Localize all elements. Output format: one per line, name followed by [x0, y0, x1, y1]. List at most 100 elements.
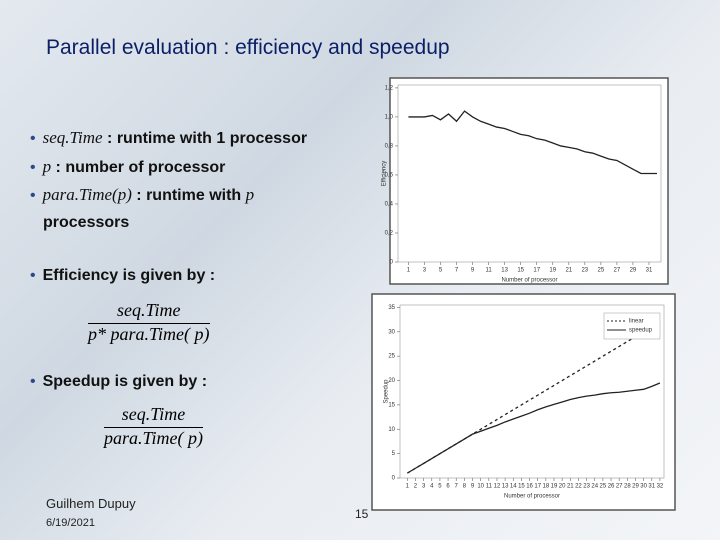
y-axis-label: Speedup	[384, 379, 390, 404]
text: Efficiency is given by :	[42, 267, 216, 284]
slide-title: Parallel evaluation : efficiency and spe…	[46, 36, 450, 59]
x-tick-label: 8	[463, 484, 467, 490]
math: seq.Time	[42, 128, 103, 147]
y-tick-label: 5	[392, 451, 396, 457]
denominator: p* para.Time( p)	[88, 324, 210, 344]
x-tick-label: 14	[510, 484, 517, 490]
math: p	[245, 185, 255, 204]
x-axis-label: Number of processor	[504, 494, 560, 500]
denominator: para.Time( p)	[104, 428, 203, 448]
y-axis-label: Efficiency	[382, 161, 388, 187]
bullet: p : number of processor	[30, 153, 226, 181]
data-line	[408, 110, 657, 175]
formula: seq.Time para.Time( p)	[104, 404, 203, 449]
x-tick-label: 13	[501, 268, 508, 274]
x-tick-label: 10	[477, 484, 484, 490]
text: : runtime with 1 processor	[102, 130, 308, 147]
x-tick-label: 7	[455, 484, 459, 490]
x-tick-label: 3	[423, 268, 427, 274]
x-tick-label: 5	[439, 268, 443, 274]
x-tick-label: 31	[646, 268, 653, 274]
date: 6/19/2021	[46, 517, 95, 529]
x-tick-label: 24	[591, 484, 598, 490]
legend-label: speedup	[629, 328, 653, 334]
y-tick-label: 0,8	[385, 144, 394, 150]
x-tick-label: 16	[526, 484, 533, 490]
y-tick-label: 0	[390, 260, 394, 266]
y-tick-label: 20	[388, 378, 395, 384]
y-tick-label: 1,0	[385, 114, 394, 120]
x-axis-label: Number of processor	[501, 278, 557, 284]
x-tick-label: 9	[471, 268, 475, 274]
x-tick-label: 28	[624, 484, 631, 490]
x-tick-label: 13	[502, 484, 509, 490]
x-tick-label: 7	[455, 268, 459, 274]
x-tick-label: 15	[517, 268, 524, 274]
y-tick-label: 0,2	[385, 231, 394, 237]
legend-box	[603, 312, 661, 340]
bullet: seq.Time : runtime with 1 processor	[30, 124, 307, 152]
formula: seq.Time p* para.Time( p)	[88, 300, 210, 345]
x-tick-label: 17	[533, 268, 540, 274]
text: : number of processor	[51, 159, 226, 176]
x-tick-label: 26	[608, 484, 615, 490]
numerator: seq.Time	[88, 300, 210, 324]
x-tick-label: 12	[494, 484, 501, 490]
x-tick-label: 5	[438, 484, 442, 490]
x-tick-label: 29	[630, 268, 637, 274]
y-tick-label: 0,6	[385, 173, 394, 179]
x-tick-label: 27	[614, 268, 621, 274]
page-number: 15	[355, 507, 369, 521]
x-tick-label: 9	[471, 484, 475, 490]
plot-area	[397, 84, 662, 263]
x-tick-label: 25	[600, 484, 607, 490]
x-tick-label: 20	[559, 484, 566, 490]
math: p	[42, 157, 52, 176]
x-tick-label: 21	[565, 268, 572, 274]
x-tick-label: 15	[518, 484, 525, 490]
text: Speedup is given by :	[42, 373, 208, 390]
x-tick-label: 11	[485, 268, 492, 274]
y-tick-label: 25	[388, 354, 395, 360]
legend-label: linear	[629, 319, 644, 325]
x-tick-label: 17	[534, 484, 541, 490]
x-tick-label: 23	[581, 268, 588, 274]
x-tick-label: 21	[567, 484, 574, 490]
plot-area	[399, 304, 665, 479]
x-tick-label: 31	[648, 484, 655, 490]
numerator: seq.Time	[104, 404, 203, 428]
x-tick-label: 29	[632, 484, 639, 490]
x-tick-label: 1	[406, 484, 410, 490]
chart-frame	[389, 77, 669, 285]
y-tick-label: 15	[388, 402, 395, 408]
text: : runtime with	[131, 187, 246, 204]
y-tick-label: 0	[392, 476, 396, 482]
x-tick-label: 11	[486, 484, 493, 490]
x-tick-label: 1	[407, 268, 411, 274]
x-tick-label: 27	[616, 484, 623, 490]
y-tick-label: 30	[388, 329, 395, 335]
x-tick-label: 3	[422, 484, 426, 490]
x-tick-label: 30	[640, 484, 647, 490]
y-tick-label: 1,2	[385, 85, 394, 91]
x-tick-label: 18	[543, 484, 550, 490]
x-tick-label: 4	[430, 484, 434, 490]
x-tick-label: 32	[657, 484, 664, 490]
x-tick-label: 19	[549, 268, 556, 274]
x-tick-label: 6	[446, 484, 450, 490]
text: processors	[43, 214, 130, 231]
math: para.Time(p)	[42, 185, 132, 204]
x-tick-label: 2	[414, 484, 418, 490]
bullet: Speedup is given by :	[30, 368, 207, 395]
bullet: para.Time(p) : runtime with p processors	[30, 181, 330, 236]
y-tick-label: 10	[388, 427, 395, 433]
data-line	[406, 382, 661, 474]
y-tick-label: 0,4	[385, 202, 394, 208]
x-tick-label: 25	[598, 268, 605, 274]
author: Guilhem Dupuy	[46, 496, 136, 511]
y-tick-label: 35	[388, 305, 395, 311]
x-tick-label: 22	[575, 484, 582, 490]
x-tick-label: 19	[551, 484, 558, 490]
